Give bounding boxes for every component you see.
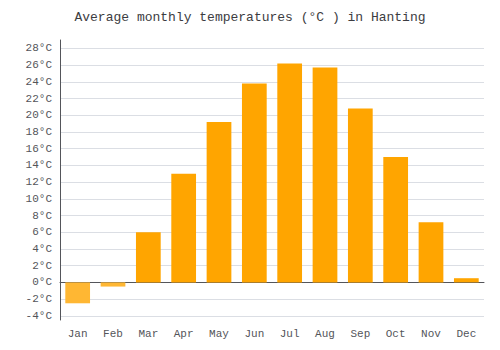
svg-text:Mar: Mar [138,328,158,340]
svg-text:2°C: 2°C [32,260,52,272]
svg-text:Jan: Jan [68,328,88,340]
svg-text:Apr: Apr [174,328,194,340]
svg-text:20°C: 20°C [26,109,53,121]
svg-text:Jul: Jul [280,328,300,340]
svg-text:8°C: 8°C [32,210,52,222]
svg-text:Feb: Feb [103,328,123,340]
svg-text:14°C: 14°C [26,159,53,171]
svg-text:Oct: Oct [386,328,406,340]
svg-text:Average monthly temperatures (: Average monthly temperatures (°C ) in Ha… [74,10,425,25]
svg-text:18°C: 18°C [26,126,53,138]
svg-text:12°C: 12°C [26,176,53,188]
svg-text:28°C: 28°C [26,42,53,54]
svg-text:4°C: 4°C [32,243,52,255]
svg-text:Jun: Jun [244,328,264,340]
svg-text:6°C: 6°C [32,226,52,238]
svg-text:10°C: 10°C [26,193,53,205]
svg-text:Nov: Nov [421,328,441,340]
svg-text:Sep: Sep [350,328,370,340]
svg-text:0°C: 0°C [32,276,52,288]
svg-text:Aug: Aug [315,328,335,340]
svg-text:24°C: 24°C [26,76,53,88]
svg-text:-4°C: -4°C [26,310,53,322]
svg-text:22°C: 22°C [26,93,53,105]
svg-text:-2°C: -2°C [26,293,53,305]
svg-text:16°C: 16°C [26,143,53,155]
svg-text:May: May [209,328,229,340]
svg-text:26°C: 26°C [26,59,53,71]
svg-text:Dec: Dec [456,328,476,340]
